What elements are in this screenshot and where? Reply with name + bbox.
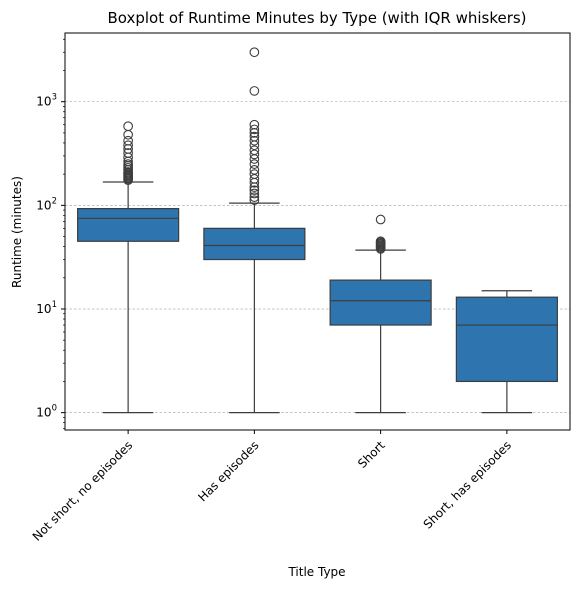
boxes-layer	[77, 47, 558, 414]
outlier-point	[249, 135, 260, 146]
outlier-point	[123, 148, 133, 158]
outlier-point	[249, 185, 260, 196]
y-tick-label: 101	[36, 300, 57, 316]
outlier-point	[123, 121, 133, 132]
outlier-point	[249, 169, 260, 179]
outlier-point	[249, 119, 260, 130]
outlier-point	[375, 236, 386, 247]
iqr-box	[203, 227, 306, 261]
outlier-point	[249, 188, 260, 199]
y-axis-label: Runtime (minutes)	[10, 176, 24, 288]
plot-frame	[64, 32, 571, 431]
outlier-point	[249, 159, 260, 169]
iqr-box	[329, 279, 432, 326]
y-tick-label: 100	[36, 404, 57, 420]
outlier-point	[249, 149, 260, 160]
outlier-point	[249, 195, 260, 206]
outlier-point	[123, 140, 133, 151]
y-tick-label: 103	[36, 93, 57, 109]
outlier-point	[249, 86, 260, 96]
outlier-point	[249, 192, 260, 202]
x-axis-label: Title Type	[287, 565, 345, 579]
outlier-point	[249, 165, 260, 175]
chart-title: Boxplot of Runtime Minutes by Type (with…	[107, 9, 526, 27]
outlier-point	[249, 145, 260, 156]
outlier-point	[249, 131, 260, 142]
outlier-point	[123, 159, 133, 169]
y-tick-label: 102	[36, 196, 57, 212]
outlier-point	[249, 124, 260, 135]
outlier-point	[249, 47, 260, 58]
iqr-box	[77, 208, 180, 242]
outlier-point	[375, 214, 386, 225]
outlier-point	[123, 135, 133, 146]
iqr-box	[455, 296, 558, 383]
